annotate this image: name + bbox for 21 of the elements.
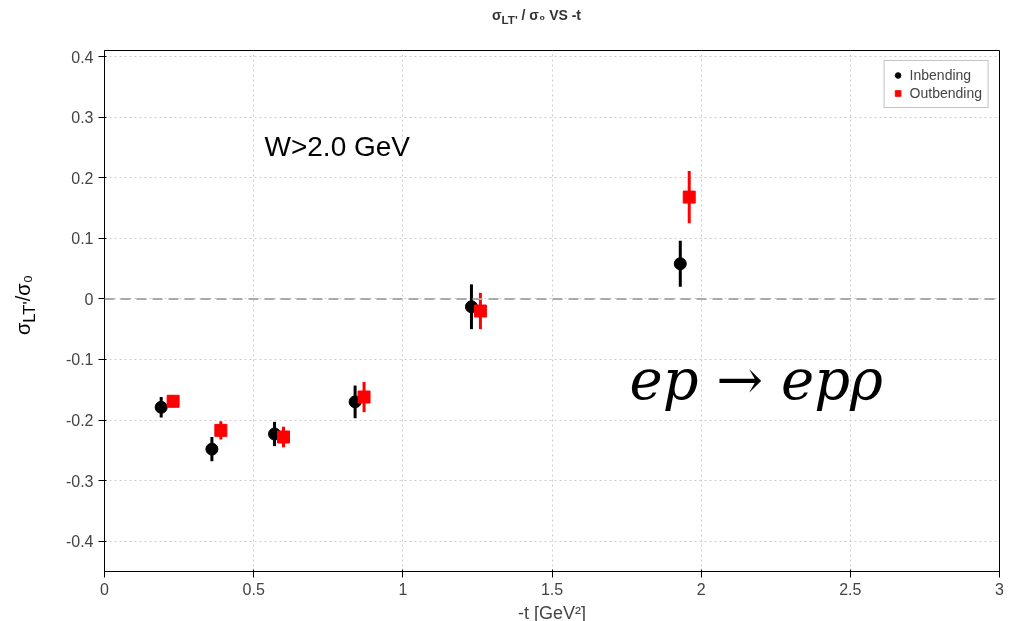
legend-label: Inbending bbox=[909, 67, 972, 83]
annotation: W>2.0 GeV bbox=[264, 130, 411, 162]
y-tick-label: -0.3 bbox=[65, 472, 94, 490]
y-tick-label: 0.2 bbox=[71, 169, 94, 187]
x-tick-label: 2.5 bbox=[839, 580, 862, 598]
x-tick-label: 0 bbox=[100, 580, 110, 598]
x-tick-label: 0.5 bbox=[242, 580, 265, 598]
annotation: ep → epρ bbox=[629, 346, 883, 412]
y-tick-label: -0.4 bbox=[65, 533, 94, 551]
y-tick-label: 0.4 bbox=[71, 48, 94, 66]
x-tick-label: 3 bbox=[995, 580, 1005, 598]
legend-label: Outbending bbox=[909, 85, 982, 101]
y-tick-label: 0.3 bbox=[71, 109, 94, 127]
y-tick-label: -0.1 bbox=[65, 351, 94, 369]
x-tick-label: 1 bbox=[398, 580, 408, 598]
y-tick-label: 0 bbox=[84, 290, 94, 308]
chart-title: σ$_{LT'}$ / σ₀ VS -t bbox=[490, 6, 583, 28]
x-tick-label: 2 bbox=[696, 580, 706, 598]
y-tick-label: 0.1 bbox=[71, 230, 94, 248]
x-tick-label: 1.5 bbox=[540, 580, 564, 598]
y-tick-label: -0.2 bbox=[65, 412, 94, 430]
